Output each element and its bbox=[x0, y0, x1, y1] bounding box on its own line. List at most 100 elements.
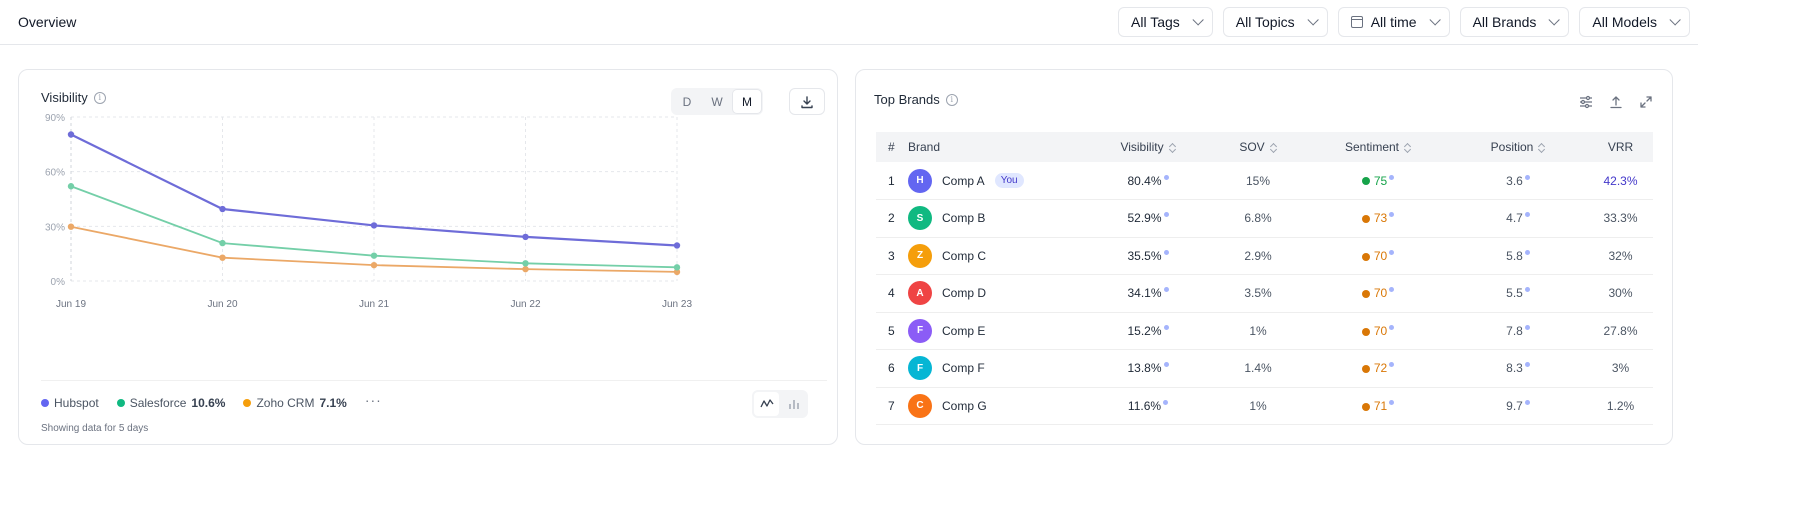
indicator-dot bbox=[1163, 399, 1169, 405]
col-visibility[interactable]: Visibility bbox=[1088, 132, 1208, 162]
sort-icon bbox=[1170, 143, 1176, 153]
col-position[interactable]: Position bbox=[1448, 132, 1588, 162]
data-point bbox=[219, 239, 226, 247]
x-tick-label: Jun 20 bbox=[207, 299, 237, 310]
visibility-cell: 35.5% bbox=[1088, 237, 1208, 275]
data-point bbox=[67, 183, 75, 190]
legend-dot bbox=[116, 399, 125, 407]
legend-item-salesforce[interactable]: Salesforce 10.6% bbox=[116, 396, 226, 410]
sentiment-cell: 70 bbox=[1308, 274, 1448, 313]
sov-cell: 1% bbox=[1208, 312, 1308, 350]
visibility-value: 34.1% bbox=[1127, 286, 1162, 301]
data-point bbox=[673, 264, 681, 271]
sentiment-dot bbox=[1361, 327, 1370, 336]
visibility-cell: 13.8% bbox=[1088, 349, 1208, 388]
rank-cell: 4 bbox=[876, 274, 908, 313]
info-icon[interactable]: i bbox=[945, 93, 958, 106]
legend-item-hubspot[interactable]: Hubspot bbox=[41, 396, 99, 410]
y-tick-label: 90% bbox=[45, 113, 65, 124]
legend-item-zoho[interactable]: Zoho CRM 7.1% bbox=[243, 396, 347, 410]
top-brands-card: Top Brands i # Brand bbox=[855, 69, 1673, 445]
brand-cell: Z Comp C bbox=[908, 237, 1088, 275]
indicator-dot bbox=[1163, 249, 1169, 255]
topics-filter[interactable]: All Topics bbox=[1222, 7, 1328, 37]
divider bbox=[41, 380, 827, 381]
table-row[interactable]: 7 C Comp G 11.6% 1% 71 9.7 1.2% bbox=[876, 387, 1653, 425]
col-sentiment-label: Sentiment bbox=[1344, 140, 1400, 154]
granularity-week[interactable]: W bbox=[711, 94, 723, 109]
indicator-dot bbox=[1524, 174, 1530, 180]
brand-name: Comp D bbox=[942, 286, 987, 301]
visibility-cell: 52.9% bbox=[1088, 199, 1208, 238]
filter-bar: All Tags All Topics All time All Brands … bbox=[1118, 7, 1690, 37]
visibility-value: 13.8% bbox=[1127, 361, 1162, 376]
chevron-down-icon bbox=[1192, 14, 1204, 26]
export-button[interactable] bbox=[1608, 94, 1624, 110]
topics-filter-label: All Topics bbox=[1235, 14, 1295, 30]
brands-filter-label: All Brands bbox=[1472, 14, 1537, 30]
models-filter-label: All Models bbox=[1592, 14, 1657, 30]
legend-value: 10.6% bbox=[191, 396, 226, 410]
sentiment-dot bbox=[1361, 177, 1370, 186]
sentiment-value: 73 bbox=[1373, 211, 1388, 226]
indicator-dot bbox=[1389, 174, 1395, 180]
indicator-dot bbox=[1389, 212, 1395, 218]
chevron-down-icon bbox=[1307, 14, 1319, 26]
indicator-dot bbox=[1524, 399, 1530, 405]
brands-filter[interactable]: All Brands bbox=[1459, 7, 1570, 37]
legend-label: Hubspot bbox=[54, 396, 99, 410]
tags-filter[interactable]: All Tags bbox=[1118, 7, 1213, 37]
download-button[interactable] bbox=[789, 88, 825, 115]
sentiment-cell: 70 bbox=[1308, 312, 1448, 350]
granularity-day[interactable]: D bbox=[682, 94, 692, 109]
sort-icon bbox=[1405, 143, 1411, 153]
x-tick-label: Jun 23 bbox=[662, 299, 692, 310]
legend-dot bbox=[243, 399, 252, 407]
position-value: 8.3 bbox=[1506, 361, 1523, 376]
sentiment-dot bbox=[1361, 402, 1370, 411]
vrr-value: 42.3% bbox=[1603, 173, 1638, 188]
filter-settings-button[interactable] bbox=[1578, 94, 1594, 110]
more-legend-button[interactable]: ··· bbox=[364, 392, 382, 408]
data-point bbox=[370, 252, 378, 259]
time-filter[interactable]: All time bbox=[1337, 7, 1450, 37]
bar-chart-button[interactable] bbox=[781, 392, 806, 416]
models-filter[interactable]: All Models bbox=[1579, 7, 1690, 37]
table-row[interactable]: 2 S Comp B 52.9% 6.8% 73 4.7 33.3% bbox=[876, 199, 1653, 238]
sov-cell: 15% bbox=[1208, 162, 1308, 200]
col-sentiment[interactable]: Sentiment bbox=[1308, 132, 1448, 162]
position-cell: 5.8 bbox=[1448, 237, 1588, 275]
brands-table: # Brand Visibility SOV Sentiment Positio… bbox=[876, 132, 1653, 425]
data-point bbox=[67, 131, 75, 138]
sov-value: 1.4% bbox=[1244, 361, 1272, 376]
visibility-cell: 80.4% bbox=[1088, 162, 1208, 200]
table-row[interactable]: 4 A Comp D 34.1% 3.5% 70 5.5 30% bbox=[876, 274, 1653, 313]
tags-filter-label: All Tags bbox=[1131, 14, 1180, 30]
x-tick-label: Jun 22 bbox=[510, 299, 540, 310]
bar-chart-icon bbox=[788, 400, 799, 409]
expand-button[interactable] bbox=[1638, 94, 1654, 110]
granularity-month[interactable]: M bbox=[733, 90, 761, 113]
data-point bbox=[522, 233, 529, 241]
col-sov-label: SOV bbox=[1239, 140, 1265, 154]
vrr-cell: 30% bbox=[1588, 274, 1653, 313]
position-value: 5.5 bbox=[1506, 286, 1523, 301]
table-row[interactable]: 6 F Comp F 13.8% 1.4% 72 8.3 3% bbox=[876, 349, 1653, 388]
col-sov[interactable]: SOV bbox=[1208, 132, 1308, 162]
vrr-value: 32% bbox=[1608, 248, 1633, 263]
indicator-dot bbox=[1163, 362, 1169, 368]
col-vrr: VRR bbox=[1588, 132, 1653, 162]
info-icon[interactable]: i bbox=[93, 91, 106, 104]
vrr-cell: 42.3% bbox=[1588, 162, 1653, 200]
table-row[interactable]: 5 F Comp E 15.2% 1% 70 7.8 27.8% bbox=[876, 312, 1653, 350]
vrr-value: 30% bbox=[1608, 286, 1633, 301]
table-row[interactable]: 3 Z Comp C 35.5% 2.9% 70 5.8 32% bbox=[876, 237, 1653, 275]
vrr-value: 1.2% bbox=[1606, 398, 1635, 413]
card-tools bbox=[1578, 94, 1654, 110]
table-row[interactable]: 1 H Comp A You 80.4% 15% 75 3.6 42.3% bbox=[876, 162, 1653, 200]
line-chart-button[interactable] bbox=[754, 392, 779, 416]
indicator-dot bbox=[1389, 399, 1395, 405]
data-point bbox=[673, 242, 681, 249]
vrr-value: 33.3% bbox=[1603, 211, 1638, 226]
brand-avatar: Z bbox=[908, 243, 932, 268]
